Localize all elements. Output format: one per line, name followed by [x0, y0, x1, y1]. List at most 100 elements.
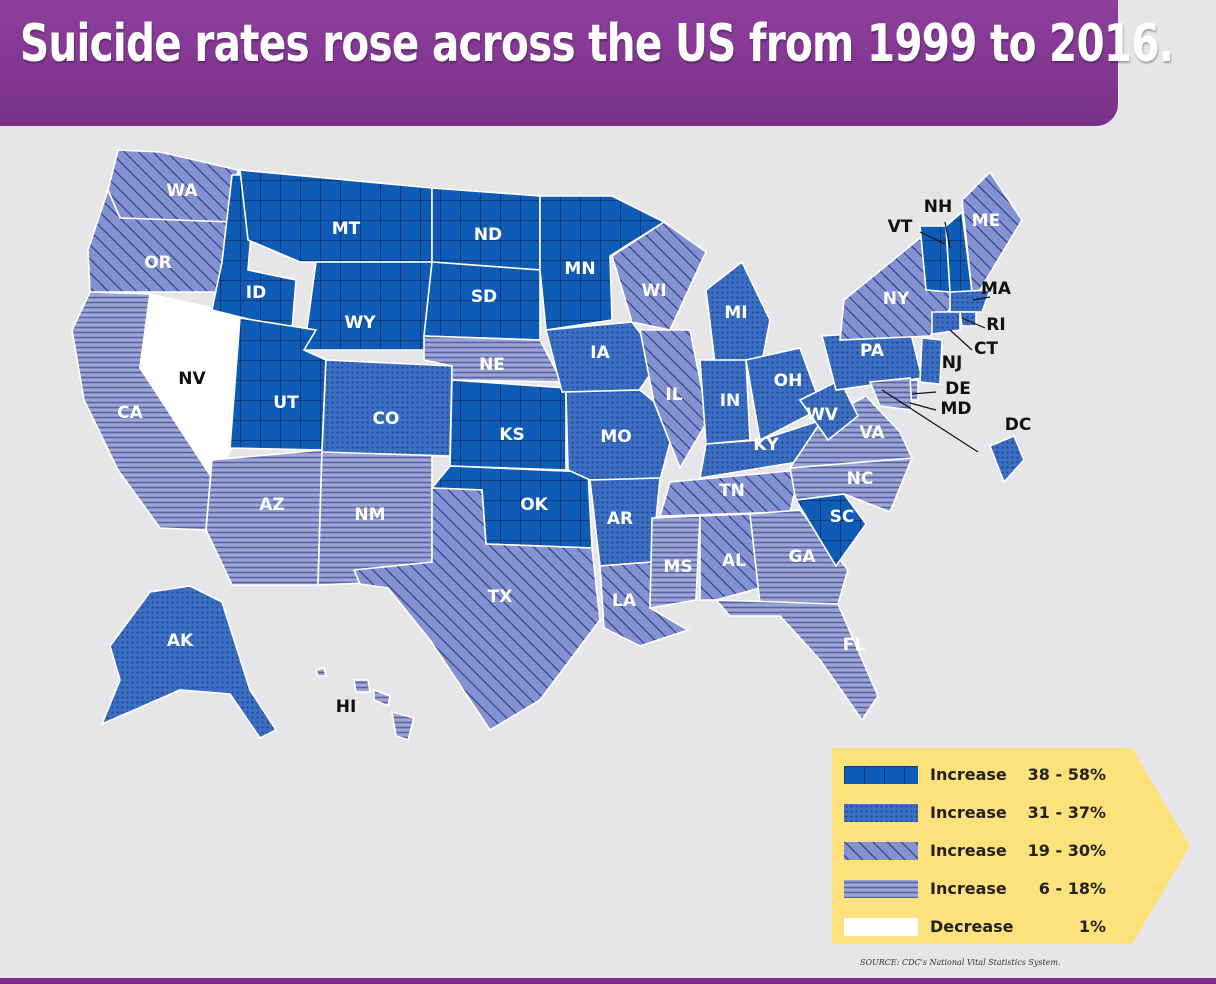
state-label-vt: VT	[888, 217, 913, 237]
state-label-fl: FL	[843, 635, 866, 655]
legend-label: Decrease	[930, 917, 1014, 936]
legend-row-38-58: Increase 38 - 58%	[832, 762, 1132, 790]
state-label-sc: SC	[830, 507, 855, 527]
state-label-or: OR	[144, 253, 172, 273]
state-label-mo: MO	[600, 427, 631, 447]
legend-swatch-horizontal	[844, 880, 918, 898]
state-label-ma: MA	[981, 279, 1012, 299]
state-ut	[229, 317, 327, 451]
state-ak	[100, 585, 278, 740]
state-label-nj: NJ	[942, 353, 963, 373]
state-ga	[749, 509, 849, 605]
state-label-tn: TN	[719, 481, 745, 501]
legend-label: Increase	[930, 765, 1007, 784]
state-label-la: LA	[612, 591, 637, 611]
state-label-mi: MI	[724, 303, 747, 323]
state-label-pa: PA	[860, 341, 885, 361]
legend-label: Increase	[930, 803, 1007, 822]
state-label-hi: HI	[336, 697, 357, 717]
state-label-in: IN	[720, 391, 741, 411]
state-wy	[303, 261, 433, 351]
state-wi	[611, 221, 708, 331]
legend-background	[832, 748, 1190, 944]
state-label-il: IL	[665, 385, 682, 405]
state-label-ne: NE	[479, 355, 505, 375]
legend-label: Increase	[930, 879, 1007, 898]
state-label-nv: NV	[178, 369, 206, 389]
state-ms	[649, 515, 701, 609]
legend-row-31-37: Increase 31 - 37%	[832, 800, 1132, 828]
state-label-ak: AK	[167, 631, 194, 651]
state-mi	[705, 260, 771, 373]
legend-range: 19 - 30%	[1027, 841, 1106, 860]
legend-range: 6 - 18%	[1038, 879, 1106, 898]
legend-swatch-dots	[844, 804, 918, 822]
legend-row-6-18: Increase 6 - 18%	[832, 876, 1132, 904]
state-label-al: AL	[722, 551, 746, 571]
state-fl	[714, 599, 879, 722]
state-az	[205, 449, 323, 586]
state-label-wi: WI	[641, 281, 666, 301]
state-label-ms: MS	[663, 557, 692, 577]
page-title: Suicide rates rose across the US from 19…	[20, 14, 1174, 74]
state-label-ok: OK	[520, 495, 548, 515]
state-al	[699, 513, 761, 601]
state-label-ks: KS	[499, 425, 524, 445]
legend-row-decrease: Decrease 1%	[832, 914, 1132, 942]
state-ma	[949, 289, 992, 313]
state-label-tx: TX	[488, 587, 513, 607]
state-label-ri: RI	[986, 315, 1005, 335]
state-ri	[959, 311, 977, 327]
state-vt	[919, 225, 951, 293]
state-label-ca: CA	[117, 403, 143, 423]
legend: Increase 38 - 58% Increase 31 - 37% Incr…	[832, 748, 1190, 946]
state-label-ga: GA	[788, 547, 816, 567]
state-me	[961, 170, 1023, 293]
state-label-de: DE	[945, 379, 971, 399]
state-label-wv: WV	[806, 405, 839, 425]
state-label-oh: OH	[774, 371, 803, 391]
bottom-rule	[0, 978, 1216, 984]
state-label-nh: NH	[924, 197, 952, 217]
legend-label: Increase	[930, 841, 1007, 860]
state-va	[788, 395, 914, 469]
source-note: SOURCE: CDC's National Vital Statistics …	[860, 958, 1061, 967]
legend-row-19-30: Increase 19 - 30%	[832, 838, 1132, 866]
state-label-mt: MT	[332, 219, 361, 239]
state-label-nd: ND	[474, 225, 502, 245]
state-tx	[352, 487, 601, 732]
state-ct	[931, 311, 961, 335]
legend-swatch-white	[844, 918, 918, 936]
state-ks	[449, 379, 567, 471]
state-label-ct: CT	[974, 339, 998, 359]
state-label-ky: KY	[753, 435, 779, 455]
state-label-wa: WA	[166, 181, 198, 201]
state-label-id: ID	[246, 283, 266, 303]
state-label-az: AZ	[259, 495, 284, 515]
state-label-me: ME	[972, 211, 1001, 231]
state-label-va: VA	[859, 423, 885, 443]
state-nj	[919, 337, 943, 385]
state-label-mn: MN	[564, 259, 595, 279]
state-label-nm: NM	[354, 505, 385, 525]
state-label-co: CO	[373, 409, 400, 429]
state-wv	[798, 378, 860, 442]
state-mn	[539, 195, 666, 331]
state-label-ny: NY	[883, 289, 910, 309]
state-label-ut: UT	[273, 393, 299, 413]
title-banner: Suicide rates rose across the US from 19…	[0, 0, 1174, 126]
state-label-nc: NC	[847, 469, 874, 489]
legend-swatch-diagonal	[844, 842, 918, 860]
state-hi	[314, 667, 415, 742]
legend-range: 1%	[1078, 917, 1106, 936]
state-co	[321, 359, 453, 457]
state-dc	[988, 434, 1025, 484]
state-label-ar: AR	[607, 509, 633, 529]
legend-range: 38 - 58%	[1027, 765, 1106, 784]
state-label-md: MD	[940, 399, 971, 419]
legend-swatch-grid	[844, 766, 918, 784]
state-il	[639, 329, 709, 470]
state-label-dc: DC	[1005, 415, 1032, 435]
state-label-ia: IA	[590, 343, 610, 363]
